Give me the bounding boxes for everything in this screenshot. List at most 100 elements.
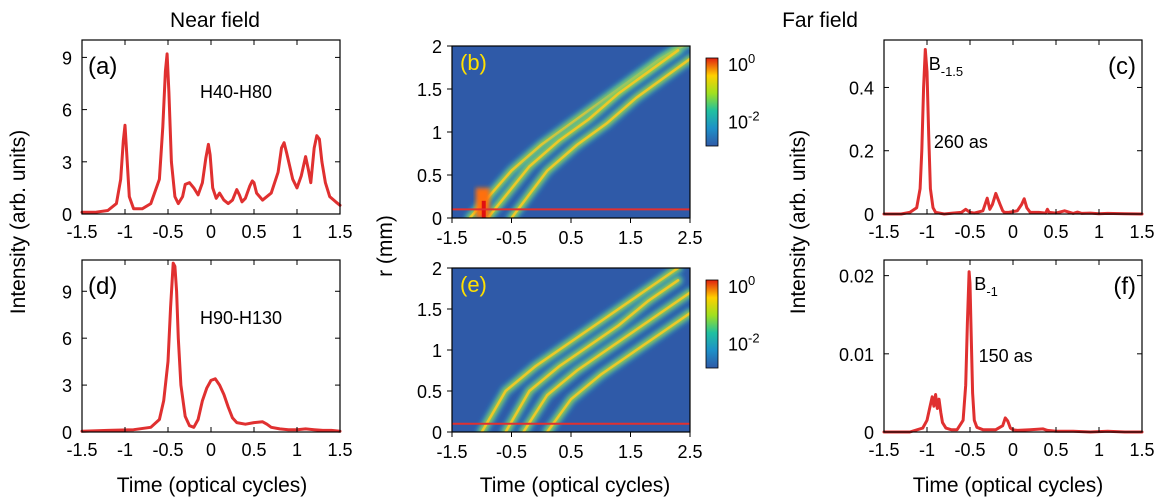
- xtick-label: 1: [1094, 440, 1104, 460]
- heatmap-traces: [463, 46, 690, 218]
- annotation-subscript: -1: [986, 284, 998, 299]
- ylabel-map: r (mm): [374, 215, 397, 277]
- xtick-label: -1.5: [436, 228, 467, 248]
- far-field-title: Far field: [782, 9, 858, 32]
- xlabel-left: Time (optical cycles): [117, 474, 308, 497]
- ylabel-right: Intensity (arb. units): [787, 130, 810, 314]
- xtick-label: 1.5: [618, 442, 643, 462]
- xtick-label: -1.5: [66, 440, 97, 460]
- xtick-label: 1: [292, 440, 302, 460]
- xtick-label: -1.5: [868, 222, 899, 242]
- plot-frame: [81, 259, 341, 433]
- ytick-label: 6: [62, 101, 72, 121]
- ytick-label: 0: [432, 209, 442, 229]
- xtick-label: 0: [206, 440, 216, 460]
- xtick-label: 1: [292, 222, 302, 242]
- panel-label: (d): [88, 273, 117, 300]
- xtick-label: -0.5: [954, 222, 985, 242]
- colorbar-tick-label: 10-2: [728, 108, 760, 132]
- xtick-label: 1.5: [1129, 222, 1154, 242]
- xtick-label: 0: [1008, 440, 1018, 460]
- colorbar-tick-exponent: -2: [748, 330, 760, 345]
- ytick-label: 6: [62, 329, 72, 349]
- panel-label: (f): [1113, 273, 1136, 300]
- panel-label: (e): [460, 272, 487, 297]
- colorbar: [705, 279, 719, 369]
- annotation-duration: 150 as: [979, 346, 1033, 366]
- xtick-label: 1.5: [1129, 440, 1154, 460]
- xtick-label: 2.5: [677, 442, 702, 462]
- ytick-label: 0.02: [839, 267, 874, 287]
- xtick-label: 0.5: [558, 442, 583, 462]
- ytick-label: 9: [62, 48, 72, 68]
- xtick-label: 0.5: [241, 440, 266, 460]
- plot-frame: [81, 39, 341, 215]
- ytick-label: 0.5: [417, 166, 442, 186]
- xtick-label: 1.5: [327, 440, 352, 460]
- trace-core: [504, 279, 680, 432]
- colorbar-tick-exponent: 0: [748, 51, 755, 66]
- ytick-label: 0.5: [417, 382, 442, 402]
- panel-label: (c): [1108, 53, 1136, 80]
- trace-core: [480, 268, 680, 432]
- annotation: B-1: [974, 274, 998, 299]
- xtick-label: -1.5: [868, 440, 899, 460]
- xtick-label: 0.5: [1043, 222, 1068, 242]
- series-line: [882, 48, 1144, 216]
- ytick-label: 0: [432, 423, 442, 443]
- xtick-label: 0: [206, 222, 216, 242]
- xlabel-map: Time (optical cycles): [480, 474, 671, 497]
- xtick-label: 0.5: [1043, 440, 1068, 460]
- xtick-label: 2.5: [677, 228, 702, 248]
- annotation: H40-H80: [200, 82, 272, 102]
- xtick-label: -1: [919, 222, 935, 242]
- colorbar-tick-exponent: 0: [748, 273, 755, 288]
- series-line: [80, 52, 342, 214]
- ylabel-left: Intensity (arb. units): [7, 130, 30, 314]
- colorbar-tick-label: 100: [728, 51, 755, 75]
- xlabel-right: Time (optical cycles): [913, 474, 1104, 497]
- ytick-label: 1: [432, 341, 442, 361]
- trace-core: [510, 57, 690, 218]
- ytick-label: 0: [62, 423, 72, 443]
- panel-b: 0 0.5 1 1.5 2 -1.5 -0.5 0.5 1.5 2.5 (b) 100 10-2: [417, 37, 760, 248]
- ytick-label: 1.5: [417, 80, 442, 100]
- colorbar: [705, 57, 719, 147]
- ytick-label: 2: [432, 259, 442, 279]
- xtick-label: -0.5: [496, 442, 527, 462]
- colorbar-tick-exponent: -2: [748, 108, 760, 123]
- annotation-subscript: -1.5: [941, 64, 963, 79]
- panel-label: (b): [460, 50, 487, 75]
- xtick-label: -0.5: [152, 222, 183, 242]
- xtick-label: -0.5: [954, 440, 985, 460]
- annotation-duration: 260 as: [934, 132, 988, 152]
- heatmap-traces: [475, 268, 690, 432]
- ytick-label: 0: [864, 423, 874, 443]
- ytick-label: 0.4: [849, 78, 874, 98]
- colorbar-tick-label: 10-2: [728, 330, 760, 354]
- xtick-label: 0.5: [241, 222, 266, 242]
- xtick-label: 1.5: [618, 228, 643, 248]
- ytick-label: 3: [62, 376, 72, 396]
- ytick-label: 1.5: [417, 300, 442, 320]
- xtick-label: -1: [919, 440, 935, 460]
- xtick-label: -1: [117, 440, 133, 460]
- xtick-label: -1.5: [66, 222, 97, 242]
- xtick-label: -0.5: [496, 228, 527, 248]
- panel-d: 0 3 6 9 -1.5 -1 -0.5 0 0.5 1 1.5 (d) H90-H130: [62, 259, 353, 460]
- near-field-title: Near field: [170, 9, 260, 32]
- ytick-label: 2: [432, 37, 442, 57]
- series-line: [80, 261, 342, 433]
- xtick-label: 0.5: [558, 228, 583, 248]
- ytick-label: 9: [62, 282, 72, 302]
- xtick-label: -1.5: [436, 442, 467, 462]
- ytick-label: 0.2: [849, 142, 874, 162]
- ytick-label: 0: [62, 205, 72, 225]
- xtick-label: 1.5: [327, 222, 352, 242]
- xtick-label: 0: [1008, 222, 1018, 242]
- xtick-label: 1: [1094, 222, 1104, 242]
- series-line: [882, 270, 1144, 434]
- panel-a: 0 3 6 9 -1.5 -1 -0.5 0 0.5 1 1.5 (a) H40-H80: [62, 39, 353, 242]
- colorbar-tick-label: 100: [728, 273, 755, 297]
